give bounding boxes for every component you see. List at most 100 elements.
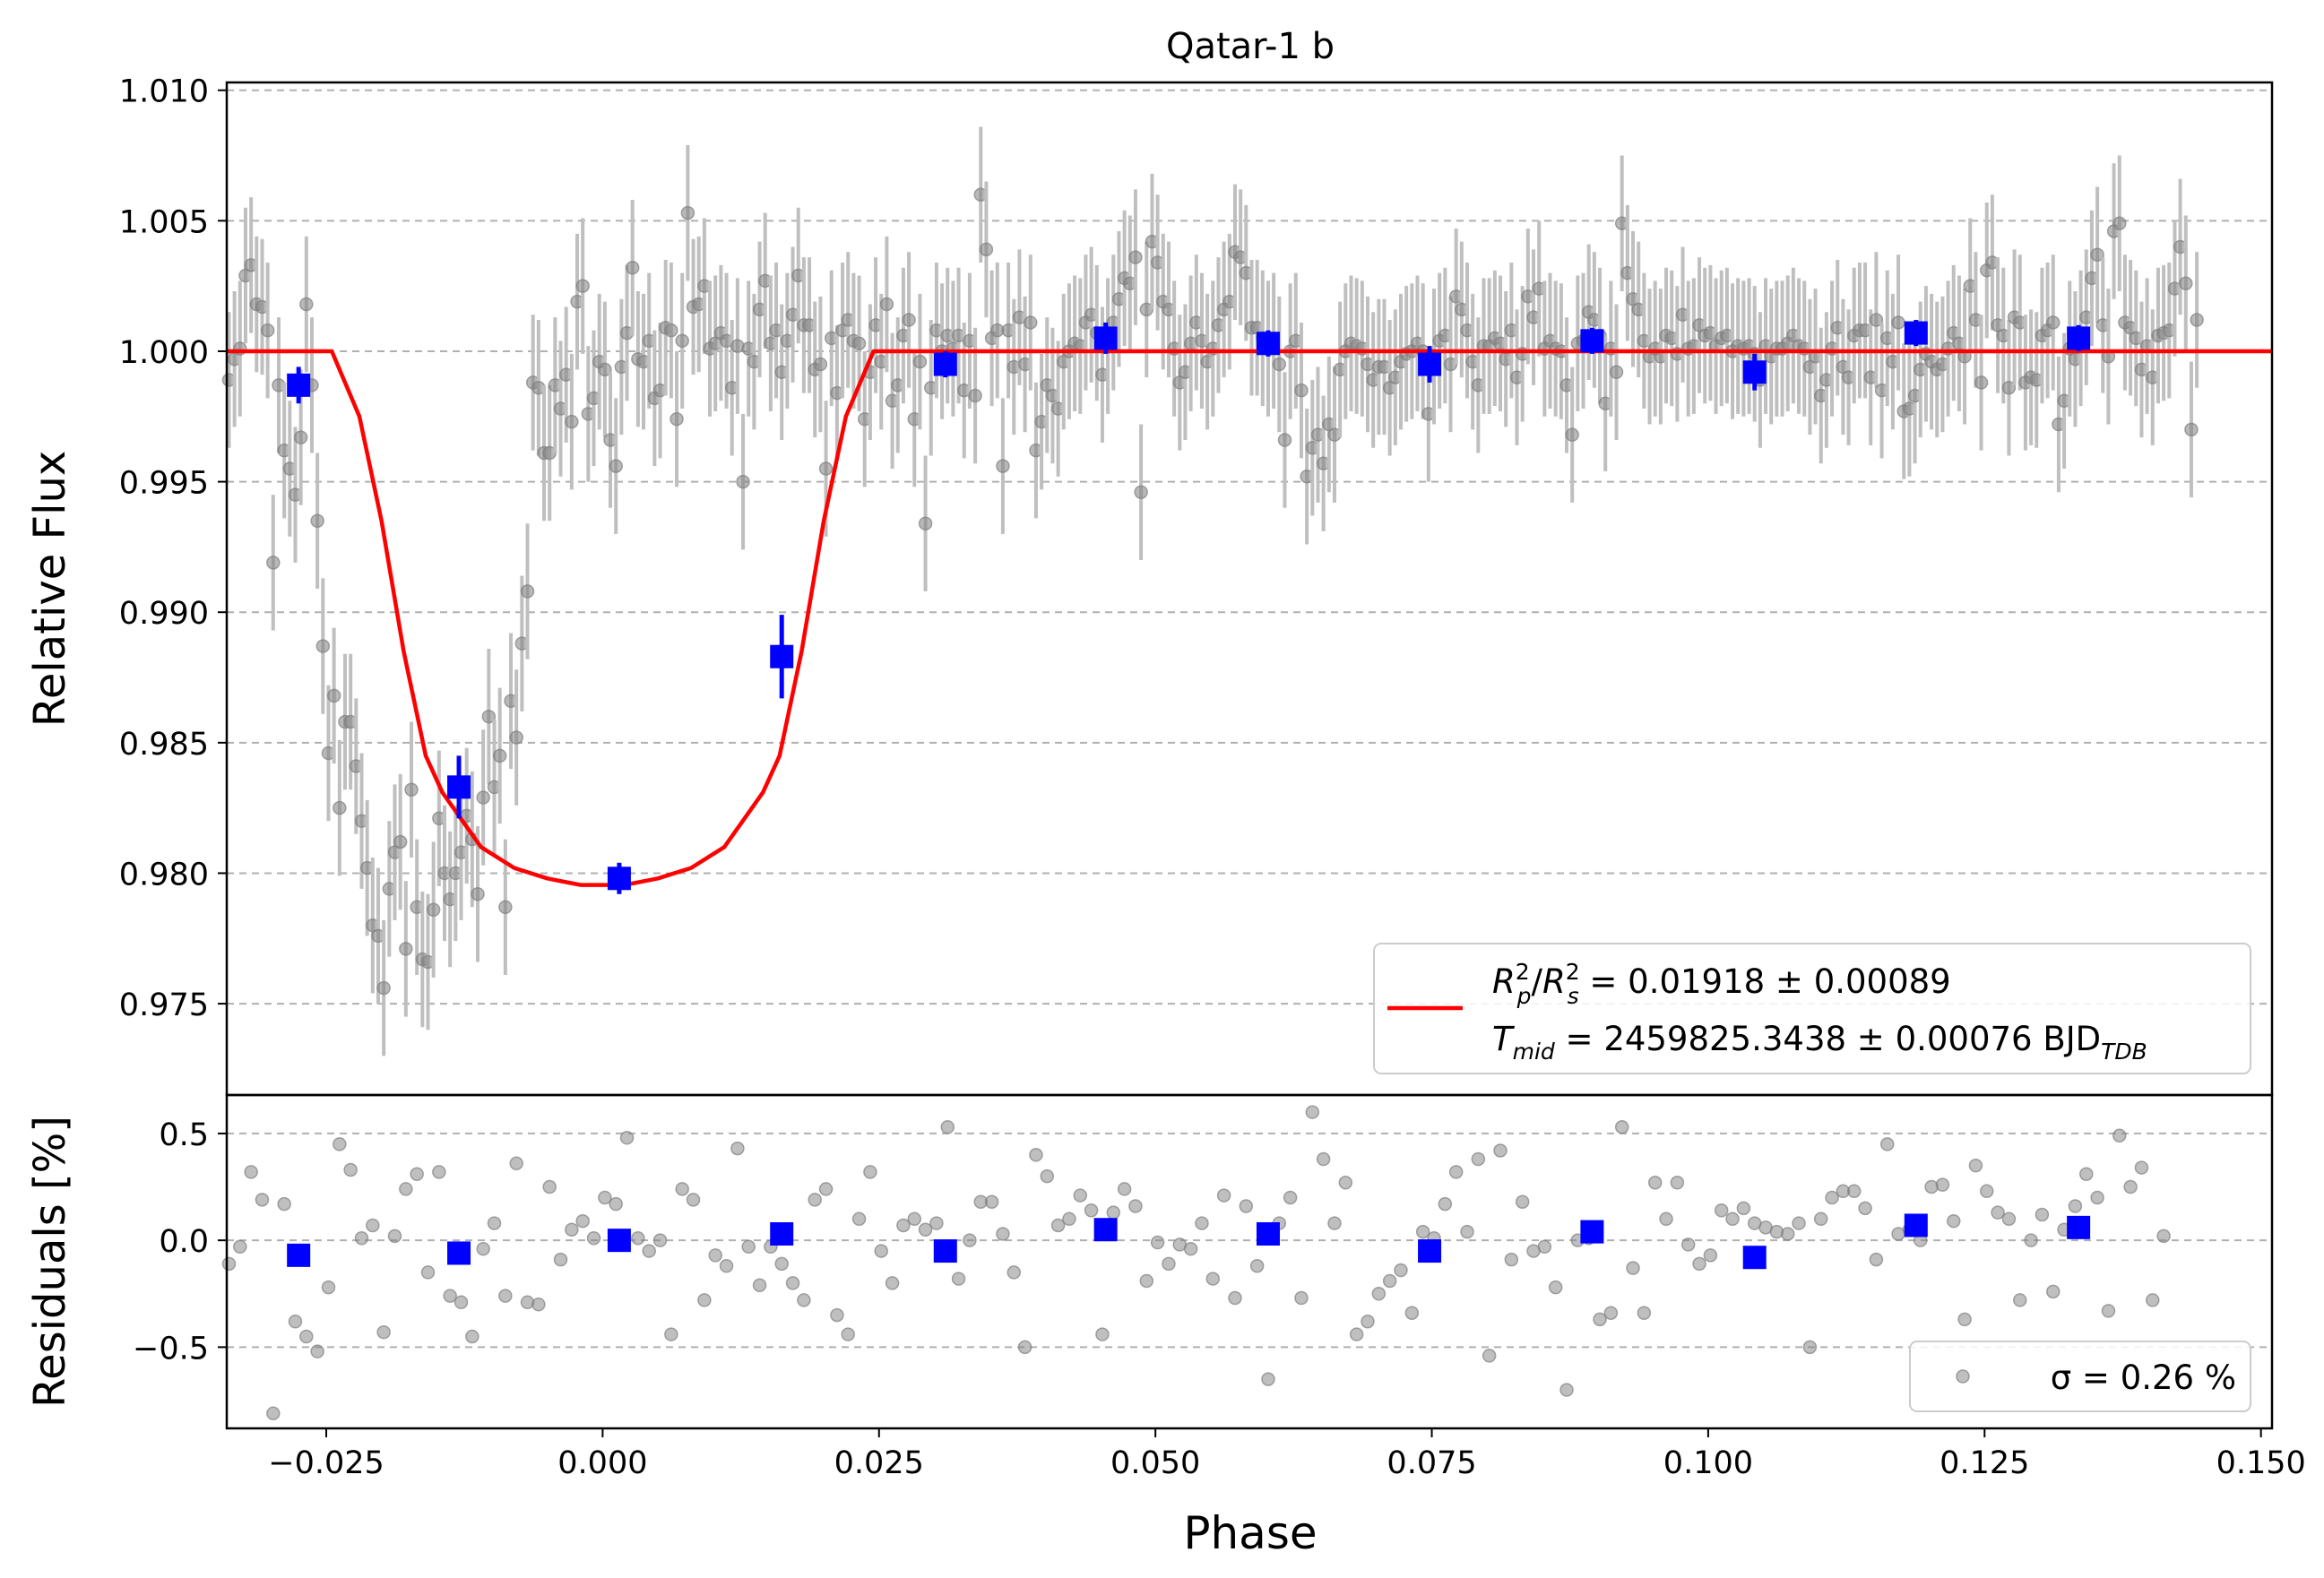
residual-point (1736, 1201, 1751, 1216)
residual-point (1980, 1184, 1994, 1199)
residual-point (387, 1229, 402, 1244)
binned-residual-point (1742, 1246, 1767, 1270)
binned-residual-point (287, 1243, 311, 1267)
binned-point (287, 373, 311, 397)
raw-point (1134, 485, 1148, 499)
raw-point (260, 323, 275, 338)
residual-point (1670, 1176, 1685, 1190)
residual-point (520, 1295, 535, 1310)
raw-point (2112, 216, 2127, 231)
residual-point (1084, 1203, 1099, 1218)
residual-point (454, 1295, 469, 1310)
residual-point (697, 1293, 712, 1307)
residual-point (1261, 1372, 1275, 1386)
legend-time-unit: BJD (2043, 1020, 2101, 1058)
legend-ratio-err: 0.00089 (1814, 962, 1951, 1001)
raw-point (2090, 247, 2104, 262)
raw-point (520, 584, 535, 599)
residual-point (2035, 1207, 2050, 1222)
raw-point (404, 782, 419, 798)
residual-point (863, 1165, 877, 1179)
residual-point (1205, 1272, 1221, 1286)
residual-point (951, 1272, 966, 1286)
residual-point (2068, 1199, 2083, 1213)
residual-point (2079, 1167, 2094, 1181)
residual-point (233, 1239, 247, 1255)
residual-point (1438, 1196, 1453, 1212)
raw-point (625, 261, 640, 275)
residual-point (1216, 1188, 1231, 1203)
residual-point (1294, 1290, 1309, 1306)
residual-point (1062, 1212, 1076, 1227)
residual-point (2146, 1293, 2160, 1307)
raw-point (879, 297, 894, 312)
binned-residual-point (2067, 1215, 2091, 1239)
binned-residual-point (1904, 1213, 1928, 1237)
raw-point (399, 942, 413, 956)
raw-point (492, 748, 507, 763)
residual-point (1040, 1168, 1055, 1184)
residual-point (774, 1256, 789, 1272)
residual-point (1637, 1306, 1652, 1320)
raw-point (310, 513, 324, 529)
raw-point (299, 297, 314, 312)
binned-point (1418, 352, 1442, 376)
residual-point (785, 1276, 800, 1290)
y-tick-label: 1.010 (119, 74, 209, 110)
raw-point (509, 730, 523, 745)
residual-point (1603, 1306, 1619, 1320)
residual-point (1162, 1256, 1176, 1272)
residual-point (1924, 1179, 1939, 1194)
residual-point (1382, 1273, 1397, 1289)
y-tick-label: 1.000 (119, 335, 209, 371)
residual-point (1626, 1261, 1640, 1275)
residual-point (2112, 1128, 2127, 1143)
residual-point (1006, 1265, 1022, 1280)
raw-point (266, 556, 281, 570)
residual-point (1482, 1349, 1497, 1363)
x-tick-label: 0.000 (557, 1445, 647, 1481)
residual-point (918, 1222, 933, 1237)
y-tick-label: 1.005 (119, 204, 209, 240)
light-curve-panel: 0.975 0.980 0.985 0.990 0.995 1.000 1.005 1.010… (25, 74, 2274, 1097)
residual-point (465, 1329, 479, 1344)
residual-point (1305, 1105, 1320, 1119)
raw-point (1974, 375, 1989, 390)
raw-point (664, 323, 678, 338)
residual-point (1150, 1235, 1165, 1250)
residual-point (1680, 1237, 1696, 1252)
residual-point (1338, 1176, 1353, 1190)
residual-point (1968, 1158, 1983, 1173)
binned-point (1256, 332, 1280, 356)
y-tick-label: 0.990 (119, 596, 209, 632)
raw-point (2190, 313, 2204, 327)
raw-point (333, 800, 347, 815)
binned-point (1093, 326, 1118, 350)
residual-point (443, 1289, 457, 1303)
residual-point (2134, 1160, 2149, 1175)
residual-point (818, 1182, 834, 1196)
binned-point (770, 644, 794, 668)
residual-point (343, 1162, 358, 1177)
residual-point (686, 1193, 701, 1207)
residual-point (1183, 1241, 1198, 1256)
residual-point (354, 1231, 369, 1246)
light-curve-ylabel: Relative Flux (25, 451, 75, 728)
residual-point (399, 1182, 413, 1196)
raw-point (918, 516, 933, 530)
residual-point (410, 1167, 424, 1181)
residual-point (1327, 1216, 1342, 1230)
residuals-raw-points (221, 1105, 2171, 1421)
residual-point (1050, 1218, 1066, 1233)
residual-point (476, 1241, 490, 1256)
raw-point (498, 900, 513, 915)
residuals-y-ticks: −0.5 0.0 0.5 (133, 1117, 227, 1367)
raw-point (565, 414, 579, 429)
residual-point (885, 1276, 900, 1290)
residual-point (741, 1239, 756, 1255)
residual-point (642, 1244, 656, 1258)
residual-point (366, 1218, 380, 1233)
raw-point (1277, 433, 1292, 447)
residual-point (2123, 1179, 2138, 1194)
legend-tmid-err: 0.00076 (1896, 1020, 2033, 1058)
